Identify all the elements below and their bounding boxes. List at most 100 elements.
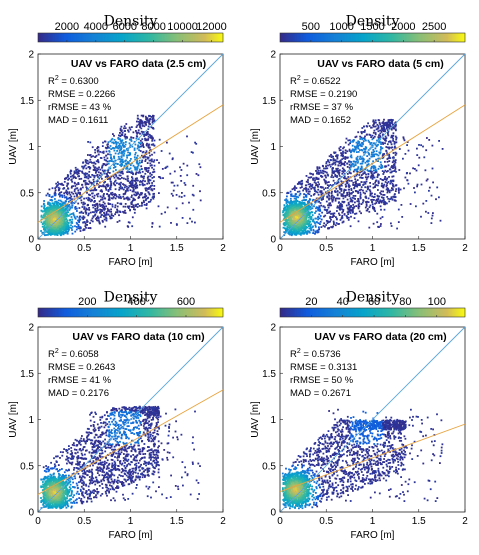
density-point bbox=[373, 196, 375, 198]
density-point bbox=[133, 165, 135, 167]
colorbar-tick-label: 1000 bbox=[329, 21, 353, 33]
density-point bbox=[186, 136, 188, 138]
density-point bbox=[315, 226, 317, 228]
density-point bbox=[86, 192, 88, 194]
density-point bbox=[84, 174, 86, 176]
density-point bbox=[128, 131, 130, 133]
density-point bbox=[135, 178, 137, 180]
density-point bbox=[371, 201, 373, 203]
density-point bbox=[331, 192, 333, 194]
density-point bbox=[42, 223, 44, 225]
density-point bbox=[92, 196, 94, 198]
density-point bbox=[305, 184, 307, 186]
density-point bbox=[330, 176, 332, 178]
colorbar bbox=[38, 33, 223, 42]
density-point bbox=[139, 171, 141, 173]
density-point bbox=[368, 198, 370, 200]
density-point bbox=[149, 163, 151, 165]
density-point bbox=[126, 155, 128, 157]
density-point bbox=[131, 225, 133, 227]
density-point bbox=[406, 144, 408, 146]
density-point bbox=[123, 184, 125, 186]
density-point bbox=[375, 185, 377, 187]
density-point bbox=[81, 184, 83, 186]
density-point bbox=[55, 183, 57, 185]
density-point bbox=[321, 199, 323, 201]
density-point bbox=[309, 191, 311, 193]
density-point bbox=[351, 209, 353, 211]
colorbar-tick-label: 2500 bbox=[422, 21, 446, 33]
density-point bbox=[372, 160, 374, 162]
density-point bbox=[87, 204, 89, 206]
density-point bbox=[142, 125, 144, 127]
density-point bbox=[49, 194, 51, 196]
density-point bbox=[127, 170, 129, 172]
density-point bbox=[44, 225, 46, 227]
density-point bbox=[120, 129, 122, 131]
density-point bbox=[325, 224, 327, 226]
density-point bbox=[297, 227, 299, 229]
density-point bbox=[144, 204, 146, 206]
density-point bbox=[55, 201, 57, 203]
density-point bbox=[151, 140, 153, 142]
density-point bbox=[115, 188, 117, 190]
density-point bbox=[125, 185, 127, 187]
density-point bbox=[350, 154, 352, 156]
density-point bbox=[144, 138, 146, 140]
density-point bbox=[70, 179, 72, 181]
density-point bbox=[68, 215, 70, 217]
density-point bbox=[195, 143, 197, 145]
y-axis-label: UAV [m] bbox=[8, 128, 19, 165]
density-point bbox=[109, 199, 111, 201]
density-point bbox=[158, 205, 160, 207]
density-point bbox=[154, 140, 156, 142]
density-point bbox=[341, 195, 343, 197]
density-point bbox=[377, 195, 379, 197]
density-point bbox=[296, 187, 298, 189]
density-point bbox=[391, 146, 393, 148]
density-point bbox=[351, 157, 353, 159]
density-point bbox=[149, 123, 151, 125]
density-point bbox=[349, 164, 351, 166]
density-point bbox=[59, 188, 61, 190]
density-point bbox=[106, 218, 108, 220]
density-point bbox=[297, 196, 299, 198]
density-point bbox=[355, 182, 357, 184]
density-point bbox=[59, 222, 61, 224]
density-point bbox=[118, 135, 120, 137]
density-point bbox=[145, 134, 147, 136]
density-point bbox=[360, 163, 362, 165]
density-point bbox=[176, 194, 178, 196]
density-point bbox=[94, 166, 96, 168]
density-point bbox=[375, 120, 377, 122]
density-point bbox=[144, 180, 146, 182]
density-point bbox=[372, 149, 374, 151]
density-point bbox=[54, 191, 56, 193]
density-point bbox=[172, 158, 174, 160]
density-point bbox=[101, 178, 103, 180]
density-point bbox=[43, 228, 45, 230]
density-point bbox=[308, 220, 310, 222]
density-point bbox=[325, 165, 327, 167]
density-point bbox=[115, 169, 117, 171]
density-point bbox=[318, 173, 320, 175]
density-point bbox=[108, 203, 110, 205]
density-point bbox=[161, 150, 163, 152]
density-point bbox=[121, 126, 123, 128]
density-point bbox=[380, 225, 382, 227]
density-point bbox=[364, 181, 366, 183]
density-point bbox=[138, 132, 140, 134]
density-point bbox=[388, 154, 390, 156]
density-point bbox=[102, 145, 104, 147]
density-point bbox=[309, 221, 311, 223]
density-point bbox=[185, 184, 187, 186]
density-point bbox=[69, 209, 71, 211]
density-point bbox=[192, 185, 194, 187]
density-point bbox=[349, 194, 351, 196]
density-point bbox=[384, 176, 386, 178]
density-point bbox=[384, 161, 386, 163]
density-point bbox=[110, 183, 112, 185]
density-point bbox=[137, 118, 139, 120]
density-point bbox=[92, 204, 94, 206]
density-point bbox=[93, 216, 95, 218]
